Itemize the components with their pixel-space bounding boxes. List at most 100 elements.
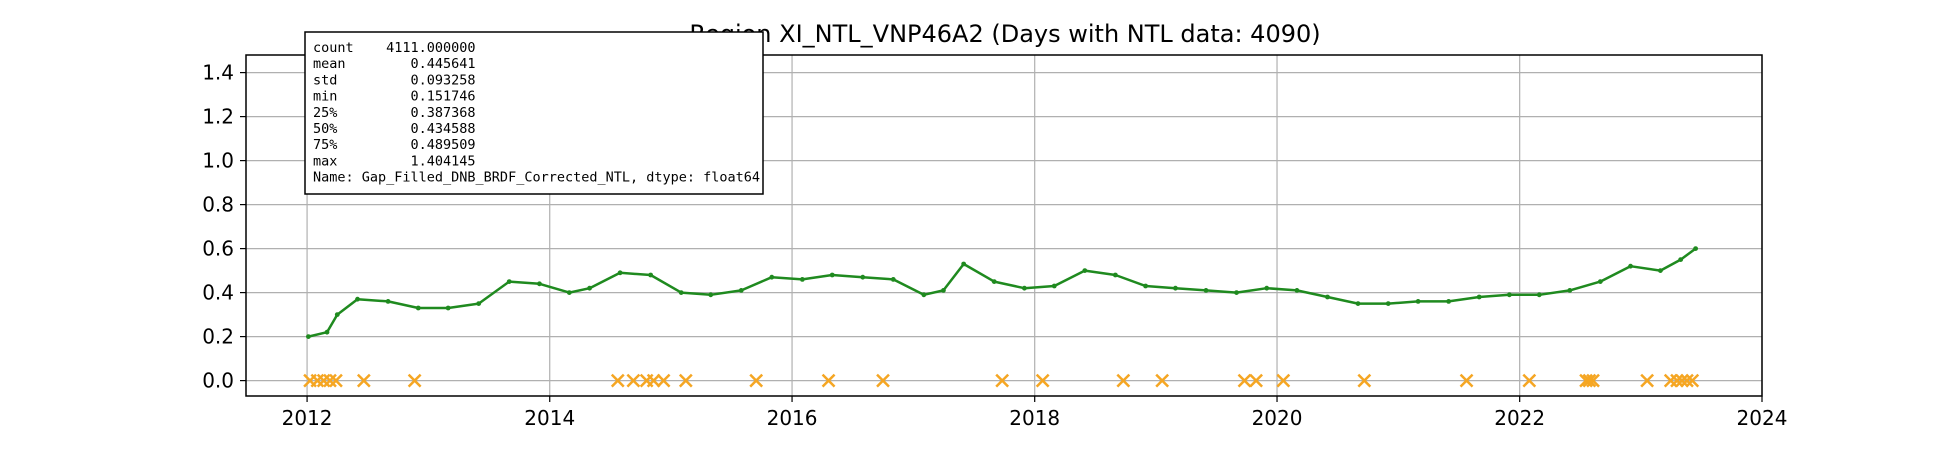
ntl-data-point: [648, 272, 654, 278]
ntl-data-point: [1506, 292, 1512, 298]
missing-day-marker: [1685, 373, 1700, 388]
ntl-data-point: [1294, 288, 1300, 293]
missing-day-marker: [1522, 373, 1537, 388]
missing-day-marker: [407, 373, 422, 388]
statistics-box: [304, 31, 764, 195]
ntl-data-point: [708, 292, 714, 298]
ntl-data-point: [1415, 299, 1421, 304]
y-tick-label: 0.0: [202, 369, 234, 393]
ntl-data-point: [941, 288, 946, 293]
x-tick-label: 2012: [282, 406, 333, 430]
missing-day-marker: [821, 373, 836, 388]
y-tick-label: 0.8: [202, 193, 234, 217]
ntl-data-point: [1143, 283, 1148, 289]
missing-day-markers: [303, 373, 1700, 388]
ntl-data-point: [415, 305, 421, 311]
y-axis: 0.0 0.2 0.4 0.6 0.8 1.0 1.2 1.4: [202, 61, 246, 393]
x-tick-label: 2022: [1494, 406, 1545, 430]
ntl-data-point: [1446, 299, 1452, 304]
missing-day-marker: [1035, 373, 1050, 388]
missing-day-marker: [1249, 373, 1263, 388]
y-tick-label: 1.0: [202, 149, 234, 173]
missing-day-marker: [1680, 373, 1694, 388]
missing-day-marker: [1675, 373, 1689, 388]
missing-day-marker: [749, 373, 764, 388]
missing-day-marker: [1586, 373, 1600, 388]
ntl-data-point: [961, 261, 967, 267]
x-tick-label: 2018: [1009, 406, 1060, 430]
ntl-data-point: [1173, 285, 1178, 291]
missing-day-marker: [323, 373, 337, 388]
ntl-data-point: [537, 281, 542, 287]
ntl-data-point: [1355, 301, 1361, 306]
x-tick-label: 2014: [524, 406, 575, 430]
x-tick-label: 2016: [767, 406, 818, 430]
ntl-data-point: [587, 285, 592, 291]
ntl-data-point: [506, 279, 512, 284]
ntl-data-point: [921, 292, 927, 298]
statistics-line: min 0.151746: [313, 89, 476, 105]
ntl-data-point: [738, 288, 744, 293]
missing-day-marker: [1459, 373, 1474, 388]
ntl-data-point: [1325, 294, 1330, 300]
missing-day-marker: [1116, 373, 1131, 388]
x-tick-label: 2020: [1252, 406, 1303, 430]
plot-frame: [245, 54, 1763, 397]
ntl-data-point: [306, 334, 311, 339]
missing-day-marker: [1582, 373, 1597, 388]
ntl-data-point: [1112, 272, 1118, 278]
statistics-line: 25% 0.387368: [313, 105, 476, 121]
missing-day-marker: [995, 373, 1010, 388]
missing-day-marker: [646, 373, 661, 388]
missing-day-marker: [356, 373, 371, 388]
y-tick-label: 0.6: [202, 237, 234, 261]
ntl-data-point: [355, 296, 360, 302]
missing-day-marker: [876, 373, 890, 388]
missing-day-marker: [656, 373, 671, 388]
ntl-data-point: [334, 312, 340, 317]
chart-title: Region XI_NTL_VNP46A2 (Days with NTL dat…: [689, 20, 1320, 48]
ntl-series-line: [308, 247, 1697, 338]
ntl-data-point: [1264, 285, 1270, 291]
ntl-data-point: [890, 277, 896, 282]
ntl-data-point: [769, 274, 775, 280]
missing-day-marker: [1155, 373, 1170, 388]
x-tick-label: 2024: [1737, 406, 1788, 430]
ntl-data-point: [860, 274, 866, 280]
y-tick-label: 0.4: [202, 281, 234, 305]
ntl-data-point: [1203, 288, 1209, 293]
statistics-line: max 1.404145: [313, 153, 476, 169]
ntl-data-point: [991, 279, 997, 284]
missing-day-marker: [626, 373, 641, 388]
x-axis: 2012 2014 2016 2018 2020 2022 2024: [282, 396, 1788, 430]
missing-day-marker: [1640, 373, 1655, 388]
ntl-data-point: [566, 290, 572, 295]
statistics-line: 75% 0.489509: [313, 137, 476, 153]
ntl-data-point: [1051, 283, 1057, 289]
missing-day-marker: [1237, 373, 1252, 388]
ntl-data-point: [1628, 263, 1633, 269]
ntl-data-point: [829, 272, 835, 278]
series-layer: [306, 246, 1699, 339]
ntl-data-point: [1476, 294, 1482, 300]
statistics-line: Name: Gap_Filled_DNB_BRDF_Corrected_NTL,…: [313, 170, 760, 186]
y-tick-label: 0.2: [202, 325, 234, 349]
missing-day-marker: [329, 373, 343, 388]
ntl-data-point: [617, 270, 623, 276]
ntl-data-point: [678, 290, 684, 295]
ntl-data-point: [1022, 285, 1027, 291]
ntl-data-point: [1658, 268, 1663, 273]
missing-day-marker: [678, 373, 693, 388]
ntl-data-point: [1597, 279, 1603, 284]
ntl-data-point: [1536, 292, 1542, 298]
ntl-data-point: [1385, 301, 1391, 306]
y-tick-label: 1.2: [202, 105, 234, 129]
ntl-data-point: [1567, 288, 1573, 293]
statistics-line: std 0.093258: [313, 72, 476, 88]
ntl-data-point: [385, 299, 391, 304]
ntl-data-point: [1678, 257, 1684, 262]
statistics-line: 50% 0.434588: [313, 121, 476, 137]
statistics-line: count 4111.000000: [313, 40, 476, 56]
